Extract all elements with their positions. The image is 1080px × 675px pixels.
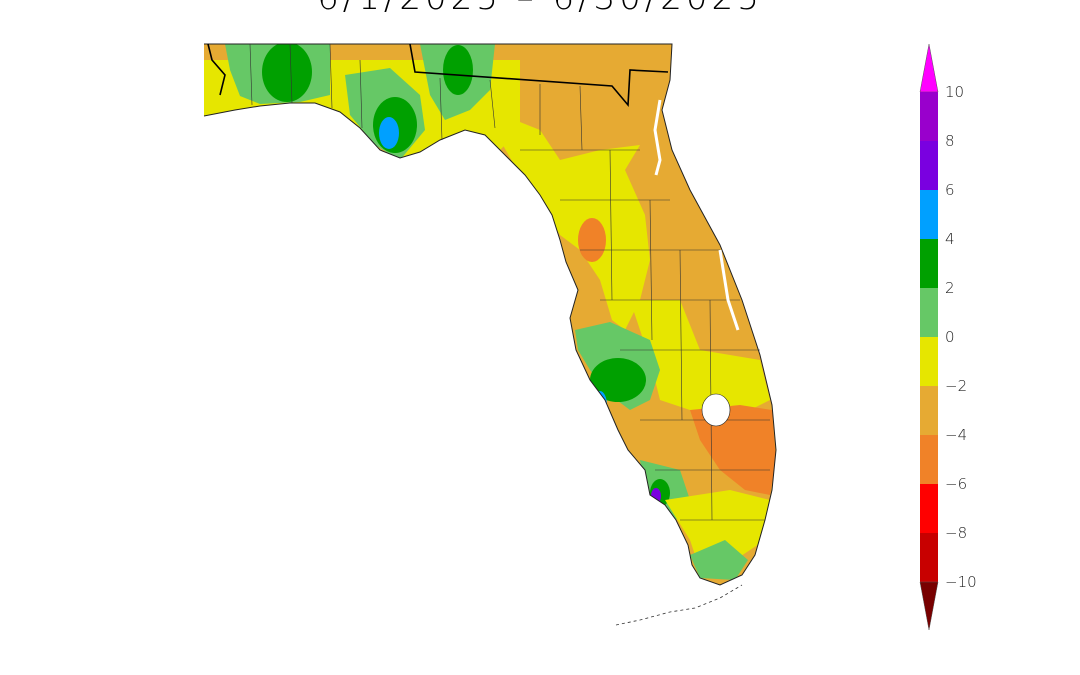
legend-tick-label: 10 — [945, 83, 964, 101]
florida-outline — [203, 43, 777, 586]
legend-tick-label: −2 — [945, 377, 967, 395]
legend-ticks: 10 8 6 4 2 0 −2 −4 −6 −8 −10 — [945, 83, 977, 591]
florida-keys — [615, 584, 743, 626]
field-interior-yellow — [630, 300, 770, 420]
field-south-yellow — [665, 490, 770, 570]
legend-arrow-bottom — [919, 581, 939, 631]
field-keys-green — [690, 540, 748, 580]
st-johns-river — [653, 99, 662, 176]
legend-arrow-top — [919, 43, 939, 93]
legend-tick-label: 4 — [945, 230, 955, 248]
field-orange-citrus — [578, 218, 606, 262]
legend-tick-label: −4 — [945, 426, 967, 444]
field-panhandle-blue — [379, 117, 399, 149]
legend-swatch-0-to-2 — [920, 288, 938, 337]
legend-tick-label: −10 — [945, 573, 977, 591]
legend-tick-label: −6 — [945, 475, 967, 493]
legend-swatch-neg10-to-neg8 — [920, 533, 938, 582]
lake-okeechobee — [701, 393, 731, 427]
field-panhandle-dkgreen-e — [443, 45, 473, 95]
legend-swatch-4-to-6 — [920, 190, 938, 239]
legend-swatch-2-to-4 — [920, 239, 938, 288]
legend-swatch-neg4-to-neg2 — [920, 386, 938, 435]
legend-tick-label: 0 — [945, 328, 955, 346]
field-tampa-dkgreen — [590, 358, 646, 402]
legend-swatch-neg8-to-neg6 — [920, 484, 938, 533]
county-lines — [249, 43, 770, 521]
legend-tick-label: −8 — [945, 524, 967, 542]
legend-swatch-6-to-8 — [920, 141, 938, 190]
field-panhandle-dkgreen-w — [262, 44, 312, 102]
indian-river — [718, 249, 740, 331]
legend-tick-label: 2 — [945, 279, 955, 297]
legend-swatches — [919, 43, 939, 631]
legend-tick-label: 6 — [945, 181, 955, 199]
state-border — [207, 43, 669, 108]
field-orange-se — [690, 405, 776, 495]
map-title: 6/1/2025 – 6/30/2025 — [0, 0, 1080, 18]
legend-swatch-neg6-to-neg4 — [920, 435, 938, 484]
legend-swatch-8-to-10 — [920, 92, 938, 141]
legend-swatch-neg2-to-0 — [920, 337, 938, 386]
legend-tick-label: 8 — [945, 132, 955, 150]
